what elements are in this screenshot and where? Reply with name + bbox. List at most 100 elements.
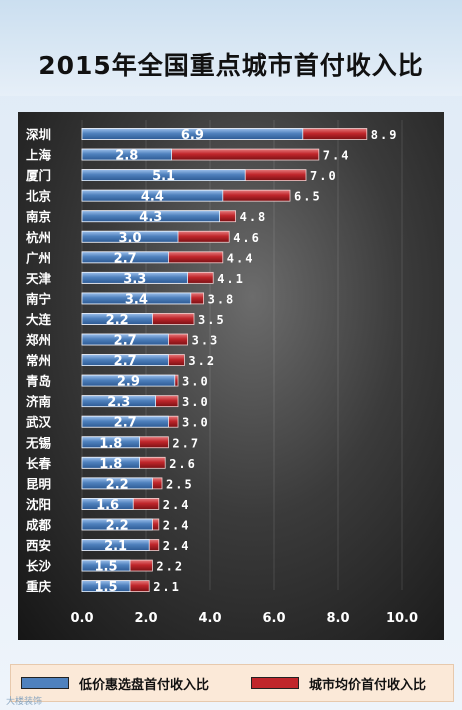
bar-low <box>81 169 246 181</box>
value-label-avg: 4.8 <box>240 210 268 224</box>
x-tick-label: 8.0 <box>326 611 349 626</box>
value-label-avg: 3.0 <box>182 375 210 389</box>
value-label-low: 1.5 <box>94 560 117 575</box>
value-label-low: 2.7 <box>114 251 137 266</box>
bar-low <box>81 415 169 428</box>
bar-low <box>81 333 169 346</box>
city-label: 沈阳 <box>26 497 51 512</box>
city-label: 重庆 <box>26 579 52 594</box>
bar-low <box>81 374 176 387</box>
value-label-low: 2.8 <box>115 149 138 164</box>
value-label-low: 4.4 <box>141 190 164 205</box>
value-label-avg: 7.0 <box>310 169 338 183</box>
legend-item-low: 低价惠选盘首付收入比 <box>21 673 209 693</box>
bar-low <box>81 456 140 469</box>
city-label: 广州 <box>26 250 51 265</box>
city-label: 上海 <box>26 148 52 163</box>
city-label: 常州 <box>26 353 51 368</box>
city-label: 南京 <box>26 209 52 224</box>
value-label-low: 2.7 <box>114 354 137 369</box>
city-label: 武汉 <box>26 415 52 430</box>
bar-low <box>81 210 221 223</box>
bar-low <box>81 128 304 140</box>
value-label-low: 2.1 <box>104 539 127 554</box>
x-tick-label: 4.0 <box>198 611 221 626</box>
value-label-avg: 3.0 <box>182 395 210 409</box>
city-label: 郑州 <box>26 333 51 348</box>
x-tick-label: 2.0 <box>134 611 157 626</box>
value-label-avg: 7.4 <box>323 149 351 163</box>
value-label-low: 3.0 <box>118 231 141 246</box>
value-label-avg: 2.5 <box>166 477 194 491</box>
bar-low <box>81 354 169 366</box>
x-tick-label: 10.0 <box>386 611 418 626</box>
bar-low <box>81 230 179 243</box>
city-label: 西安 <box>26 538 51 553</box>
x-tick-label: 0.0 <box>70 611 93 626</box>
bar-low <box>81 539 150 551</box>
bar-low <box>81 148 172 161</box>
value-label-avg: 2.1 <box>153 580 181 594</box>
value-label-avg: 8.9 <box>371 128 399 142</box>
value-label-low: 2.2 <box>106 518 129 533</box>
legend-item-avg: 城市均价首付收入比 <box>251 673 426 693</box>
bar-low <box>81 518 153 531</box>
bar-low <box>81 580 131 593</box>
value-label-avg: 2.6 <box>169 457 197 471</box>
city-label: 长沙 <box>26 559 52 574</box>
city-label: 北京 <box>26 189 52 204</box>
city-label: 无锡 <box>25 435 52 450</box>
value-label-avg: 2.4 <box>163 539 191 553</box>
value-label-low: 1.5 <box>94 580 117 595</box>
city-label: 昆明 <box>26 476 51 491</box>
legend-label-low: 低价惠选盘首付收入比 <box>79 677 210 693</box>
city-label: 杭州 <box>26 230 51 245</box>
value-label-avg: 2.4 <box>163 498 191 512</box>
value-label-low: 1.6 <box>96 498 119 513</box>
value-label-avg: 3.2 <box>188 354 216 368</box>
bar-low <box>81 271 188 284</box>
value-label-avg: 3.3 <box>192 334 220 348</box>
value-label-avg: 3.0 <box>182 416 210 430</box>
value-label-low: 2.7 <box>114 334 137 349</box>
bar-low <box>81 189 224 202</box>
value-label-avg: 3.5 <box>198 313 226 327</box>
value-label-avg: 3.8 <box>208 292 236 306</box>
bar-low <box>81 497 134 510</box>
value-label-low: 2.7 <box>114 416 137 431</box>
x-tick-label: 6.0 <box>262 611 285 626</box>
value-label-low: 6.9 <box>181 128 204 143</box>
value-label-low: 1.8 <box>99 457 122 472</box>
page-title: 2015年全国重点城市首付收入比 <box>38 51 424 80</box>
bar-chart: 0.0 2.0 4.0 6.0 8.0 10.0 深圳 6.9 8.9 上海 2.8 7.4 厦门 5.1… <box>25 120 418 626</box>
value-label-avg: 4.4 <box>227 251 255 265</box>
city-label: 南宁 <box>26 291 51 306</box>
city-label: 深圳 <box>26 127 51 142</box>
legend-label-avg: 城市均价首付收入比 <box>309 677 427 693</box>
city-label: 青岛 <box>26 374 51 389</box>
value-label-low: 2.3 <box>107 395 130 410</box>
bar-low <box>81 292 192 305</box>
legend: 低价惠选盘首付收入比 城市均价首付收入比 <box>10 664 454 702</box>
value-label-avg: 6.5 <box>294 190 322 204</box>
bar-low <box>81 395 156 408</box>
legend-swatch-avg <box>251 677 299 689</box>
value-label-low: 4.3 <box>139 210 162 225</box>
value-label-avg: 2.7 <box>172 436 200 450</box>
bar-low <box>81 559 131 572</box>
city-label: 厦门 <box>26 168 51 183</box>
watermark: 大楼装饰 <box>6 697 43 707</box>
value-label-low: 5.1 <box>152 169 175 184</box>
bar-low <box>81 436 140 449</box>
title-band <box>0 0 462 96</box>
value-label-avg: 2.2 <box>156 560 184 574</box>
chart-panel: 0.0 2.0 4.0 6.0 8.0 10.0 深圳 6.9 8.9 上海 2.8 7.4 厦门 5.1… <box>18 112 444 640</box>
city-label: 长春 <box>26 456 52 471</box>
value-label-low: 3.4 <box>125 292 148 307</box>
value-label-low: 2.2 <box>106 313 129 328</box>
city-label: 大连 <box>26 312 52 327</box>
city-label: 济南 <box>26 394 52 409</box>
bar-low <box>81 313 153 325</box>
value-label-avg: 4.1 <box>217 272 245 286</box>
value-label-avg: 2.4 <box>163 518 191 532</box>
